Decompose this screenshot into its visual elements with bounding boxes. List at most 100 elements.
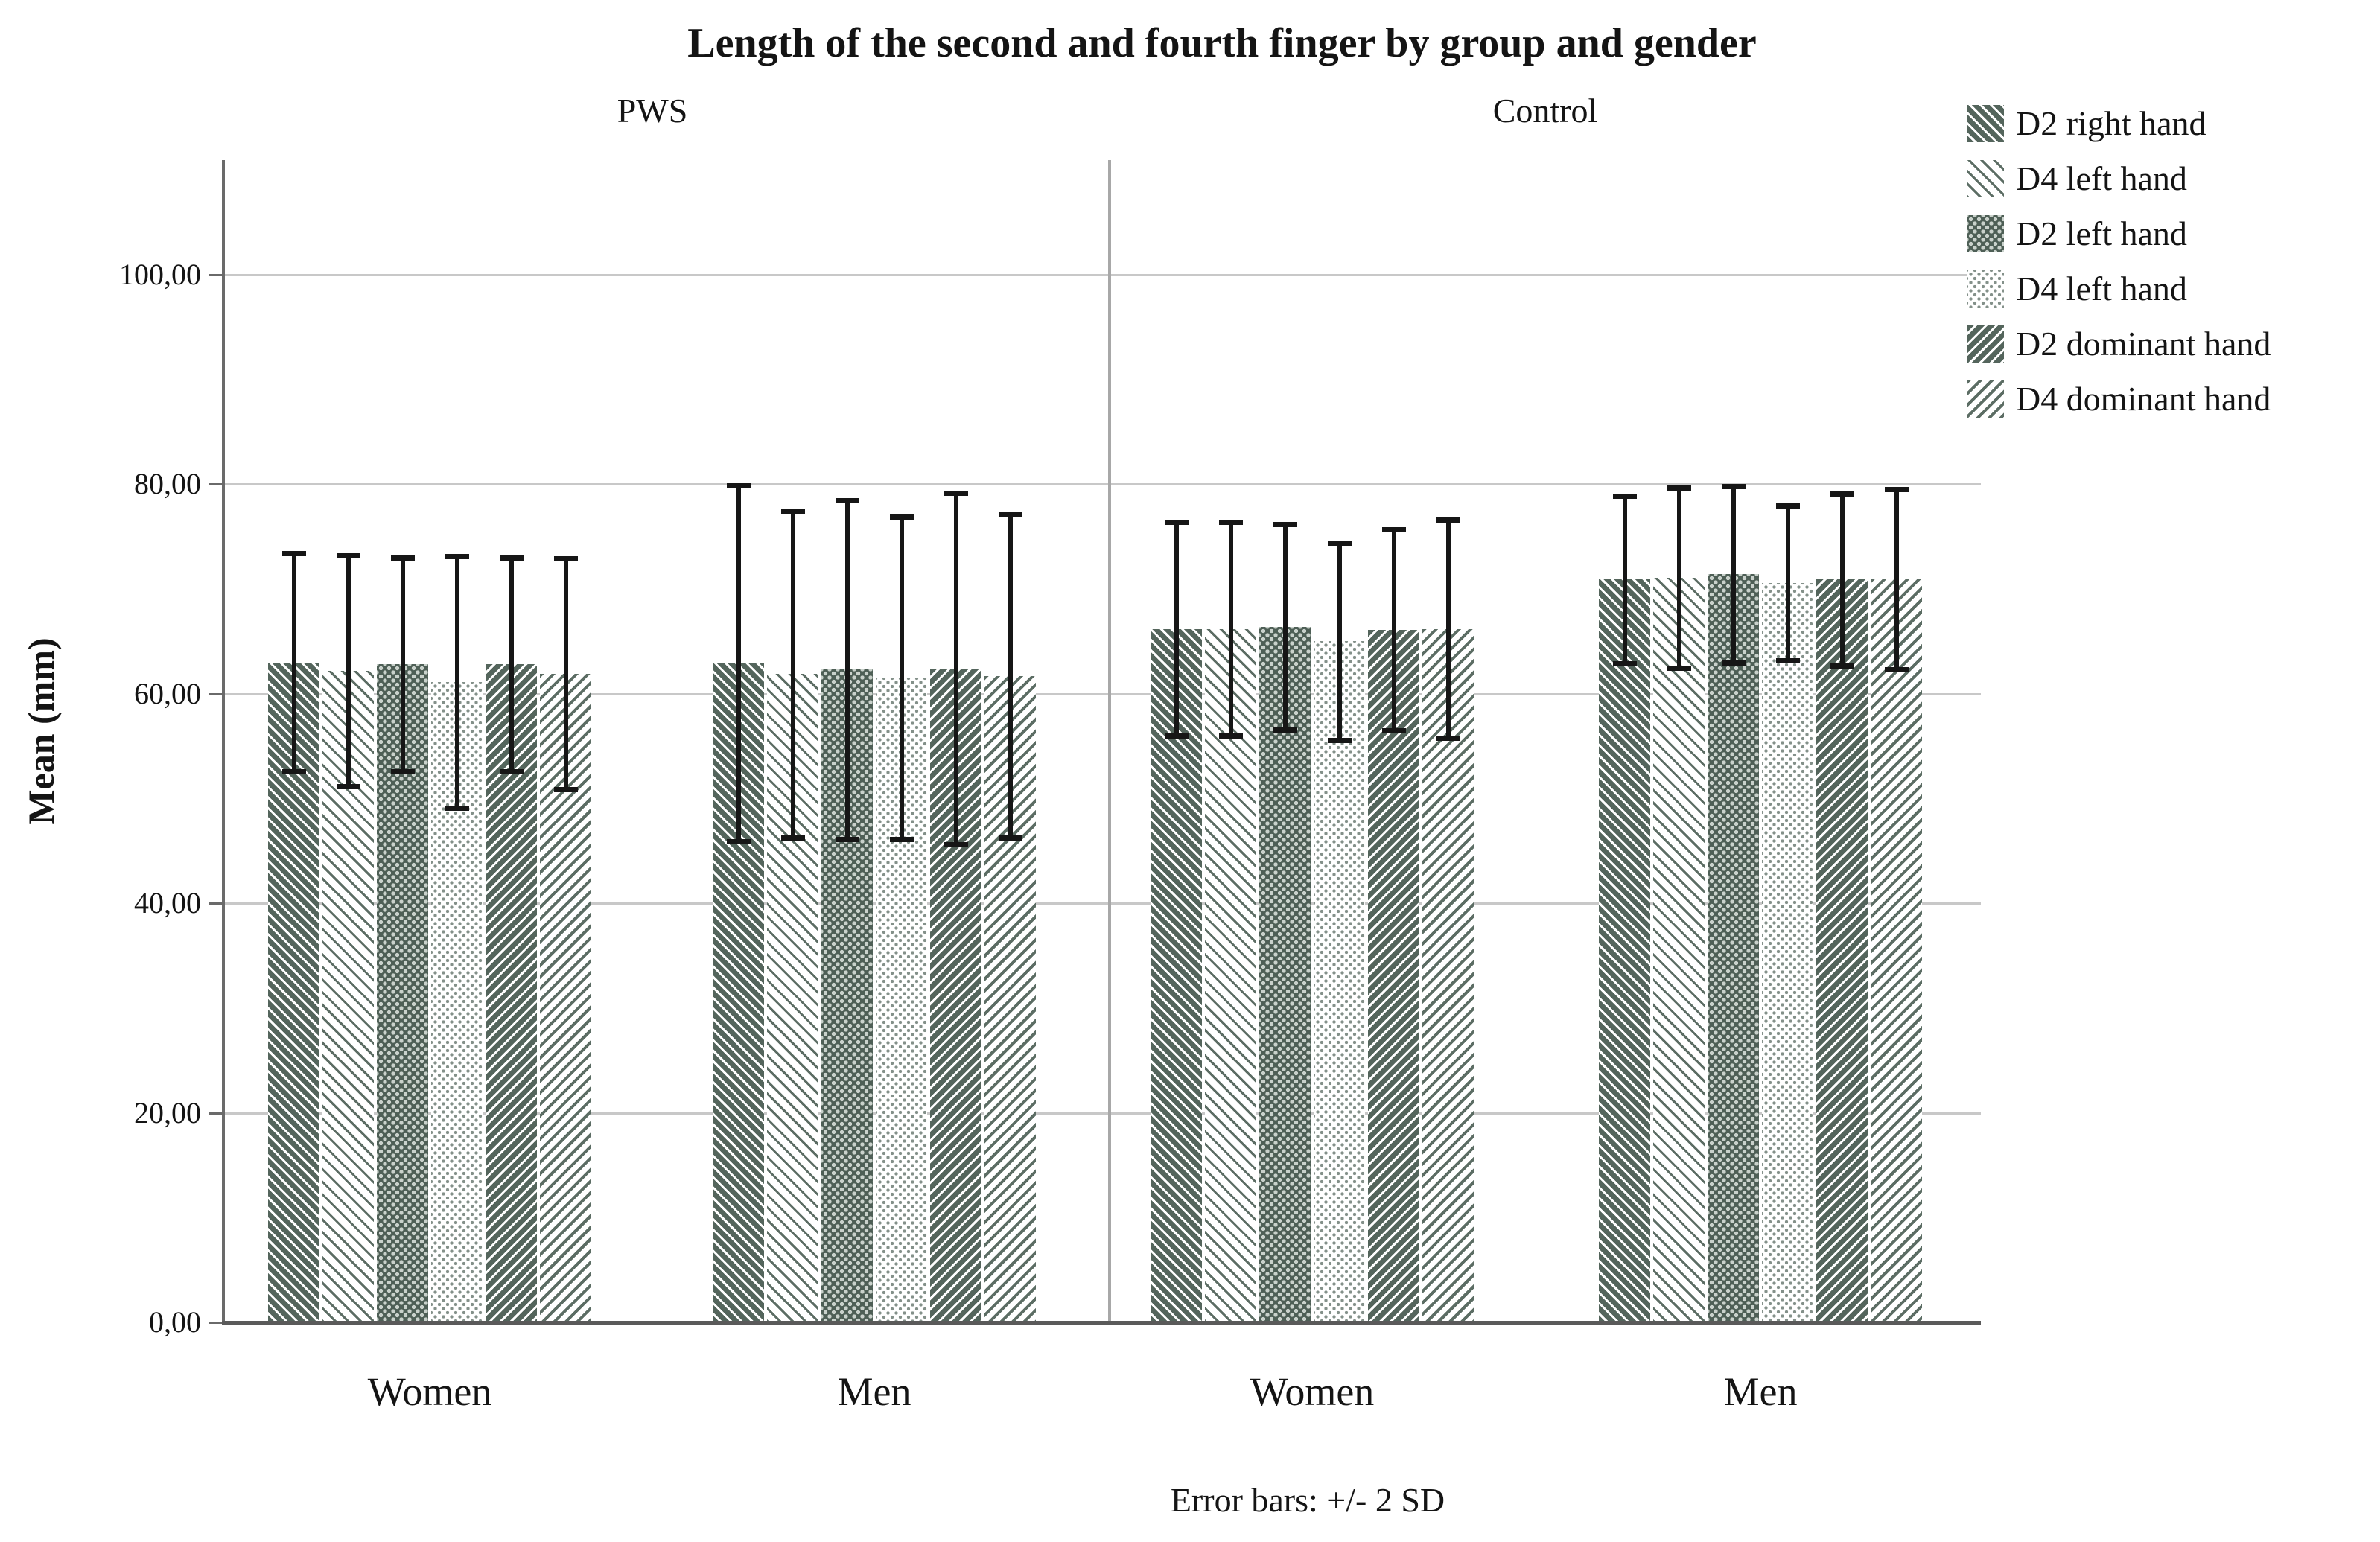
legend-item-0: D2 right hand (1967, 104, 2206, 143)
y-tick-mark-40,00 (209, 902, 225, 905)
error-bar-cap-bottom (726, 839, 751, 845)
error-bar-cap-top (390, 555, 415, 561)
error-bar-cap-bottom (499, 768, 524, 774)
error-bar-line (1391, 529, 1396, 731)
error-bar-cap-top (1612, 493, 1637, 499)
error-bar-cap-top (944, 490, 968, 496)
error-bar-cap-bottom (336, 783, 360, 789)
panel-divider-line (1108, 160, 1111, 1322)
error-bar-cap-top (835, 497, 859, 503)
error-bar-cap-top (889, 514, 914, 520)
x-group-label-control-women: Women (1250, 1369, 1375, 1414)
y-tick-label-60,00: 60,00 (134, 676, 201, 710)
y-tick-label-80,00: 80,00 (134, 467, 201, 501)
bar-control-men-s5 (1871, 579, 1922, 1322)
legend-swatch-dense-forwardslash-hatch (1967, 325, 2004, 363)
error-bar-cap-bottom (281, 768, 306, 774)
error-bar-cap-bottom (1218, 733, 1243, 739)
error-bar-cap-top (1775, 503, 1800, 509)
y-axis-line (222, 160, 225, 1324)
error-bar-line (509, 557, 514, 771)
bar-control-women-s0 (1151, 628, 1202, 1322)
error-bar-cap-top (499, 555, 524, 561)
error-bar-cap-top (1164, 520, 1189, 526)
x-group-label-control-men: Men (1723, 1369, 1798, 1414)
legend-label-4: D2 dominant hand (2016, 325, 2271, 363)
legend-label-5: D4 dominant hand (2016, 380, 2271, 418)
error-bar-cap-bottom (553, 786, 578, 792)
bar-control-men-s1 (1653, 577, 1705, 1322)
error-bar-cap-top (336, 553, 360, 559)
y-tick-label-100,00: 100,00 (119, 258, 201, 291)
bar-control-women-s2 (1259, 626, 1311, 1322)
legend-item-1: D4 left hand (1967, 159, 2187, 198)
bar-control-men-s4 (1816, 579, 1868, 1322)
error-bar-line (1839, 494, 1845, 666)
error-bar-cap-top (1721, 484, 1746, 490)
legend-item-5: D4 dominant hand (1967, 380, 2271, 418)
error-bar-line (1174, 522, 1179, 736)
error-bar-line (1894, 489, 1899, 670)
error-bar-cap-bottom (1612, 660, 1637, 666)
error-bar-line (1676, 487, 1681, 668)
bar-pws-men-s2 (821, 669, 873, 1322)
error-bar-cap-bottom (780, 835, 805, 841)
error-bar-cap-top (445, 554, 469, 560)
error-bar-line (563, 558, 568, 789)
error-bar-cap-top (1273, 521, 1297, 527)
error-bar-line (736, 485, 741, 842)
error-bar-cap-bottom (889, 837, 914, 843)
legend-item-2: D2 left hand (1967, 214, 2187, 253)
y-tick-mark-20,00 (209, 1112, 225, 1115)
y-tick-label-0,00: 0,00 (149, 1305, 201, 1339)
error-bar-line (953, 492, 958, 845)
error-bar-cap-bottom (1164, 733, 1189, 739)
error-bar-line (400, 557, 405, 771)
error-bar-cap-bottom (390, 768, 415, 774)
error-bar-cap-top (281, 551, 306, 557)
error-bars-footnote: Error bars: +/- 2 SD (1170, 1481, 1445, 1519)
y-tick-label-20,00: 20,00 (134, 1095, 201, 1130)
error-bar-cap-top (1436, 517, 1460, 523)
legend-swatch-thin-forwardslash-hatch (1967, 380, 2004, 418)
error-bar-cap-top (1884, 487, 1909, 493)
error-bar-line (790, 510, 795, 838)
legend-label-2: D2 left hand (2016, 214, 2187, 252)
y-tick-mark-60,00 (209, 692, 225, 695)
error-bar-line (1731, 486, 1736, 663)
error-bar-cap-bottom (998, 835, 1022, 841)
legend-item-3: D4 left hand (1967, 270, 2187, 308)
error-bar-cap-top (1381, 526, 1406, 532)
error-bar-line (844, 500, 850, 840)
x-axis-line (222, 1321, 1981, 1325)
y-tick-label-40,00: 40,00 (134, 886, 201, 920)
error-bar-cap-bottom (1775, 657, 1800, 663)
panel-label-pws: PWS (617, 92, 688, 130)
error-bar-cap-bottom (1884, 667, 1909, 673)
error-bar-line (1785, 505, 1790, 660)
y-tick-mark-80,00 (209, 483, 225, 486)
gridline-40,00 (225, 902, 1981, 905)
error-bar-cap-bottom (445, 806, 469, 812)
gridline-80,00 (225, 483, 1981, 486)
error-bar-cap-top (553, 556, 578, 562)
error-bar-line (1337, 543, 1342, 740)
error-bar-cap-top (780, 508, 805, 514)
error-bar-cap-bottom (1273, 727, 1297, 733)
error-bar-line (899, 517, 904, 840)
legend-swatch-thin-backslash-hatch (1967, 160, 2004, 197)
x-group-label-pws-men: Men (837, 1369, 911, 1414)
bar-control-men-s3 (1762, 582, 1813, 1322)
legend-swatch-light-dots (1967, 270, 2004, 308)
bar-control-men-s0 (1599, 579, 1650, 1322)
error-bar-line (1622, 495, 1627, 663)
gridline-20,00 (225, 1112, 1981, 1115)
bar-control-men-s2 (1708, 574, 1759, 1322)
error-bar-line (454, 556, 459, 809)
legend-label-3: D4 left hand (2016, 270, 2187, 308)
error-bar-cap-top (998, 512, 1022, 518)
error-bar-cap-top (1327, 541, 1352, 547)
x-group-label-pws-women: Women (367, 1369, 492, 1414)
error-bar-line (1282, 523, 1288, 730)
